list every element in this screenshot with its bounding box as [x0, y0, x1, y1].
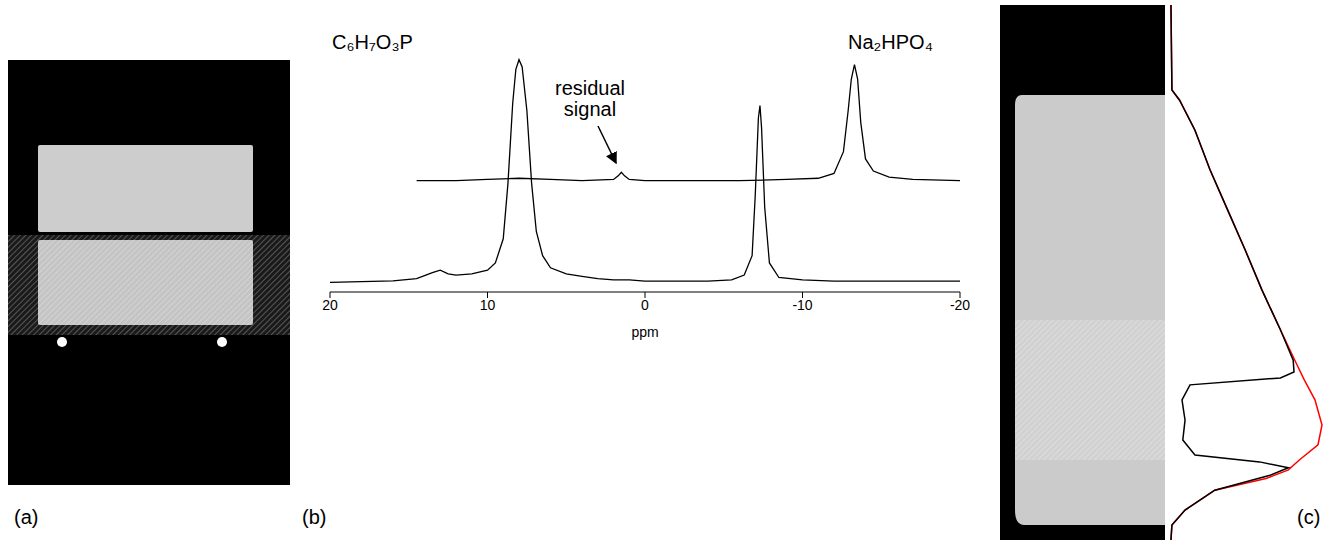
- html-text:(c): (c): [1297, 506, 1321, 528]
- html-text:Na₂HPO₄: Na₂HPO₄: [848, 31, 933, 53]
- html-text:signal: signal: [563, 98, 617, 120]
- svg-text:20: 20: [322, 297, 338, 313]
- svg-text:ppm: ppm: [631, 324, 658, 340]
- svg-text:10: 10: [480, 297, 496, 313]
- html-text:residual: residual: [555, 77, 625, 99]
- svg-text:0: 0: [641, 297, 649, 313]
- html-text:(a): (a): [14, 506, 39, 528]
- html-text:(b): (b): [302, 506, 327, 528]
- html-text:C₆H₇O₃P: C₆H₇O₃P: [332, 31, 413, 53]
- svg-text:-20: -20: [950, 297, 970, 313]
- svg-text:-10: -10: [792, 297, 812, 313]
